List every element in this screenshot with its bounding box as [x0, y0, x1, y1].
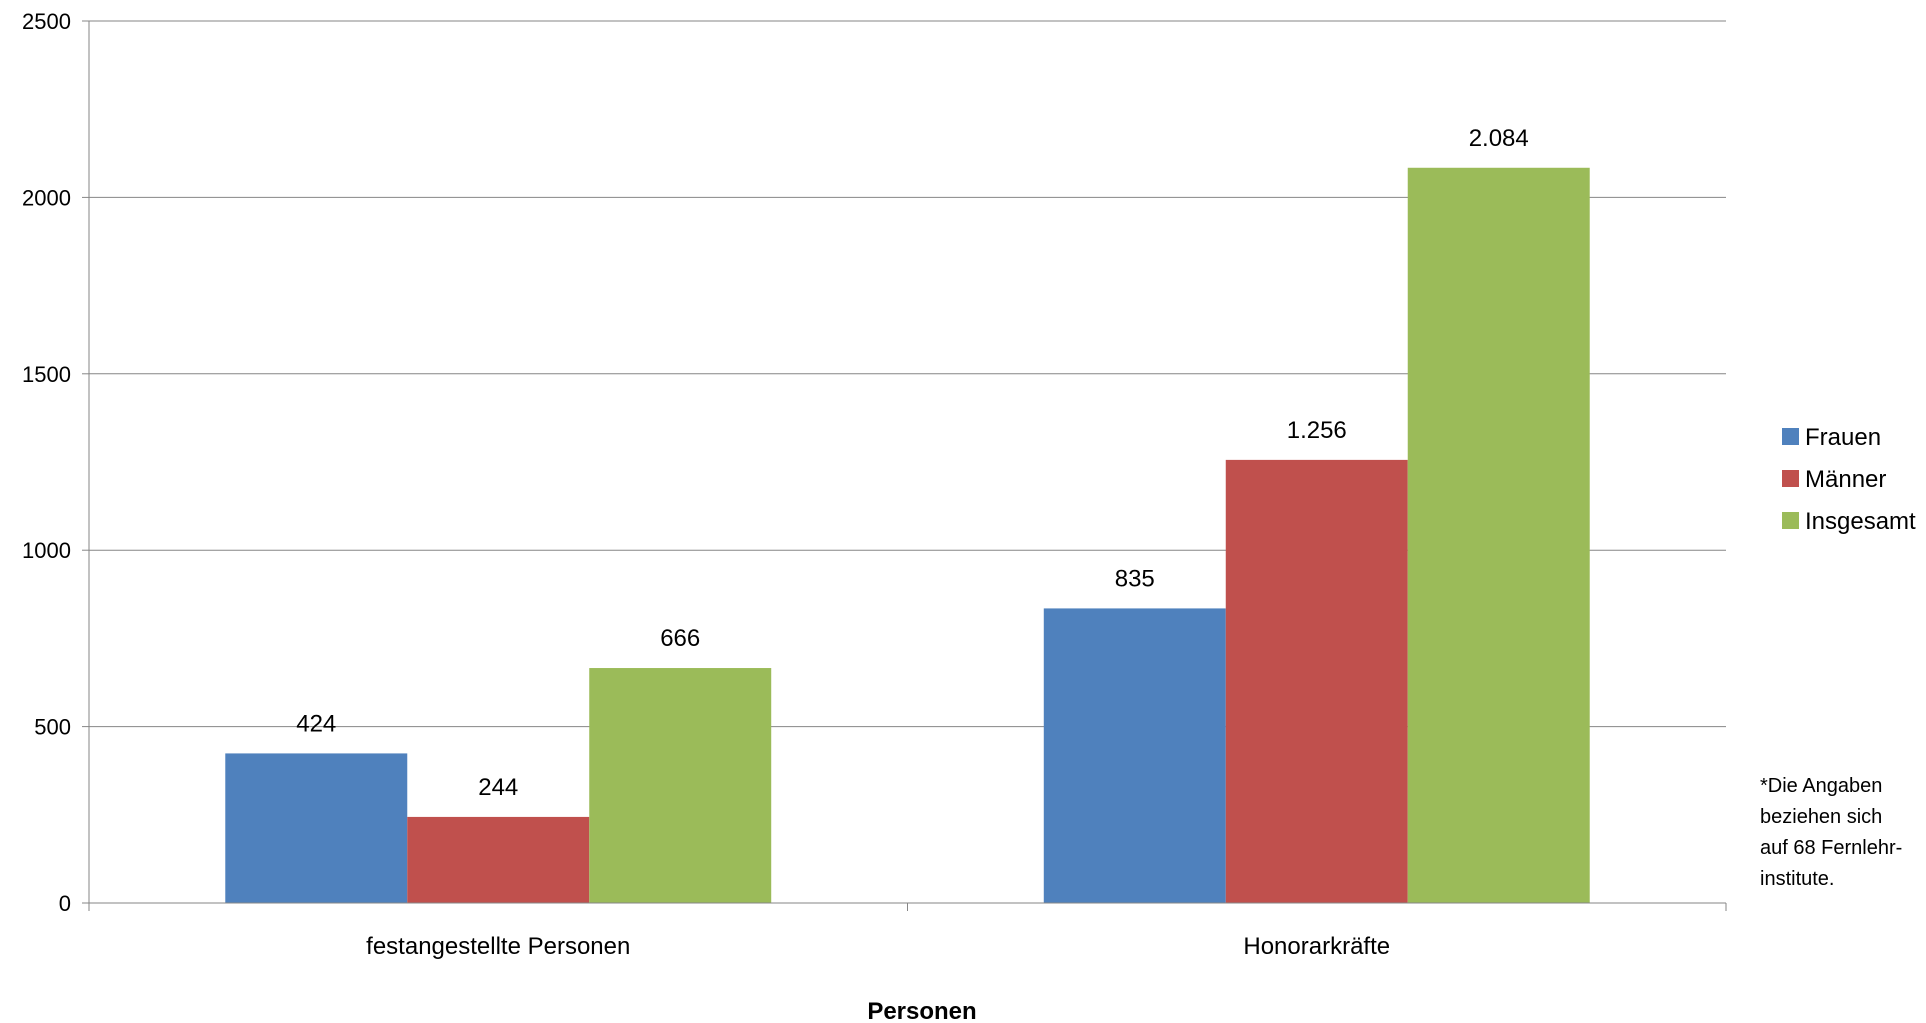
legend-label: Männer: [1805, 466, 1886, 493]
legend-label: Frauen: [1805, 424, 1881, 451]
x-category-label: Honorarkräfte: [1243, 933, 1390, 960]
bar-insgesamt: [589, 668, 772, 903]
legend-swatch-frauen: [1782, 428, 1799, 445]
bar-frauen: [225, 753, 408, 903]
footnote-line: *Die Angaben: [1760, 775, 1882, 797]
legend-label: Insgesamt: [1805, 508, 1916, 535]
legend: Frauen Männer Insgesamt: [1782, 424, 1916, 535]
footnote-line: institute.: [1760, 868, 1834, 890]
y-tick-label: 2000: [22, 185, 71, 210]
data-label: 424: [296, 710, 336, 737]
y-tick-label: 2500: [22, 9, 71, 34]
bar-männer: [1225, 459, 1408, 903]
footnote: *Die Angaben beziehen sich auf 68 Fernlehr…: [1760, 775, 1902, 890]
y-tick-label: 1000: [22, 538, 71, 563]
bar-frauen: [1043, 608, 1226, 903]
data-label: 835: [1115, 565, 1155, 592]
bar-insgesamt: [1407, 167, 1590, 904]
y-tick-label: 0: [59, 891, 71, 916]
legend-swatch-insgesamt: [1782, 512, 1799, 529]
data-label: 2.084: [1469, 125, 1529, 152]
bars: [225, 167, 1590, 904]
x-axis-title: Personen: [867, 998, 976, 1023]
legend-swatch-männer: [1782, 470, 1799, 487]
data-label: 1.256: [1287, 417, 1347, 444]
data-label: 666: [660, 625, 700, 652]
data-labels: 424 244 666 835 1.256 2.084: [296, 125, 1529, 801]
footnote-line: beziehen sich: [1760, 806, 1882, 828]
x-category-label: festangestellte Personen: [366, 933, 630, 960]
y-tick-label: 500: [34, 715, 71, 740]
footnote-line: auf 68 Fernlehr-: [1760, 837, 1902, 859]
data-label: 244: [478, 774, 518, 801]
axes: 0 500 1000 1500 2000 2500 festangestellte Pers…: [22, 9, 1727, 960]
bar-männer: [407, 816, 590, 903]
y-tick-label: 1500: [22, 362, 71, 387]
